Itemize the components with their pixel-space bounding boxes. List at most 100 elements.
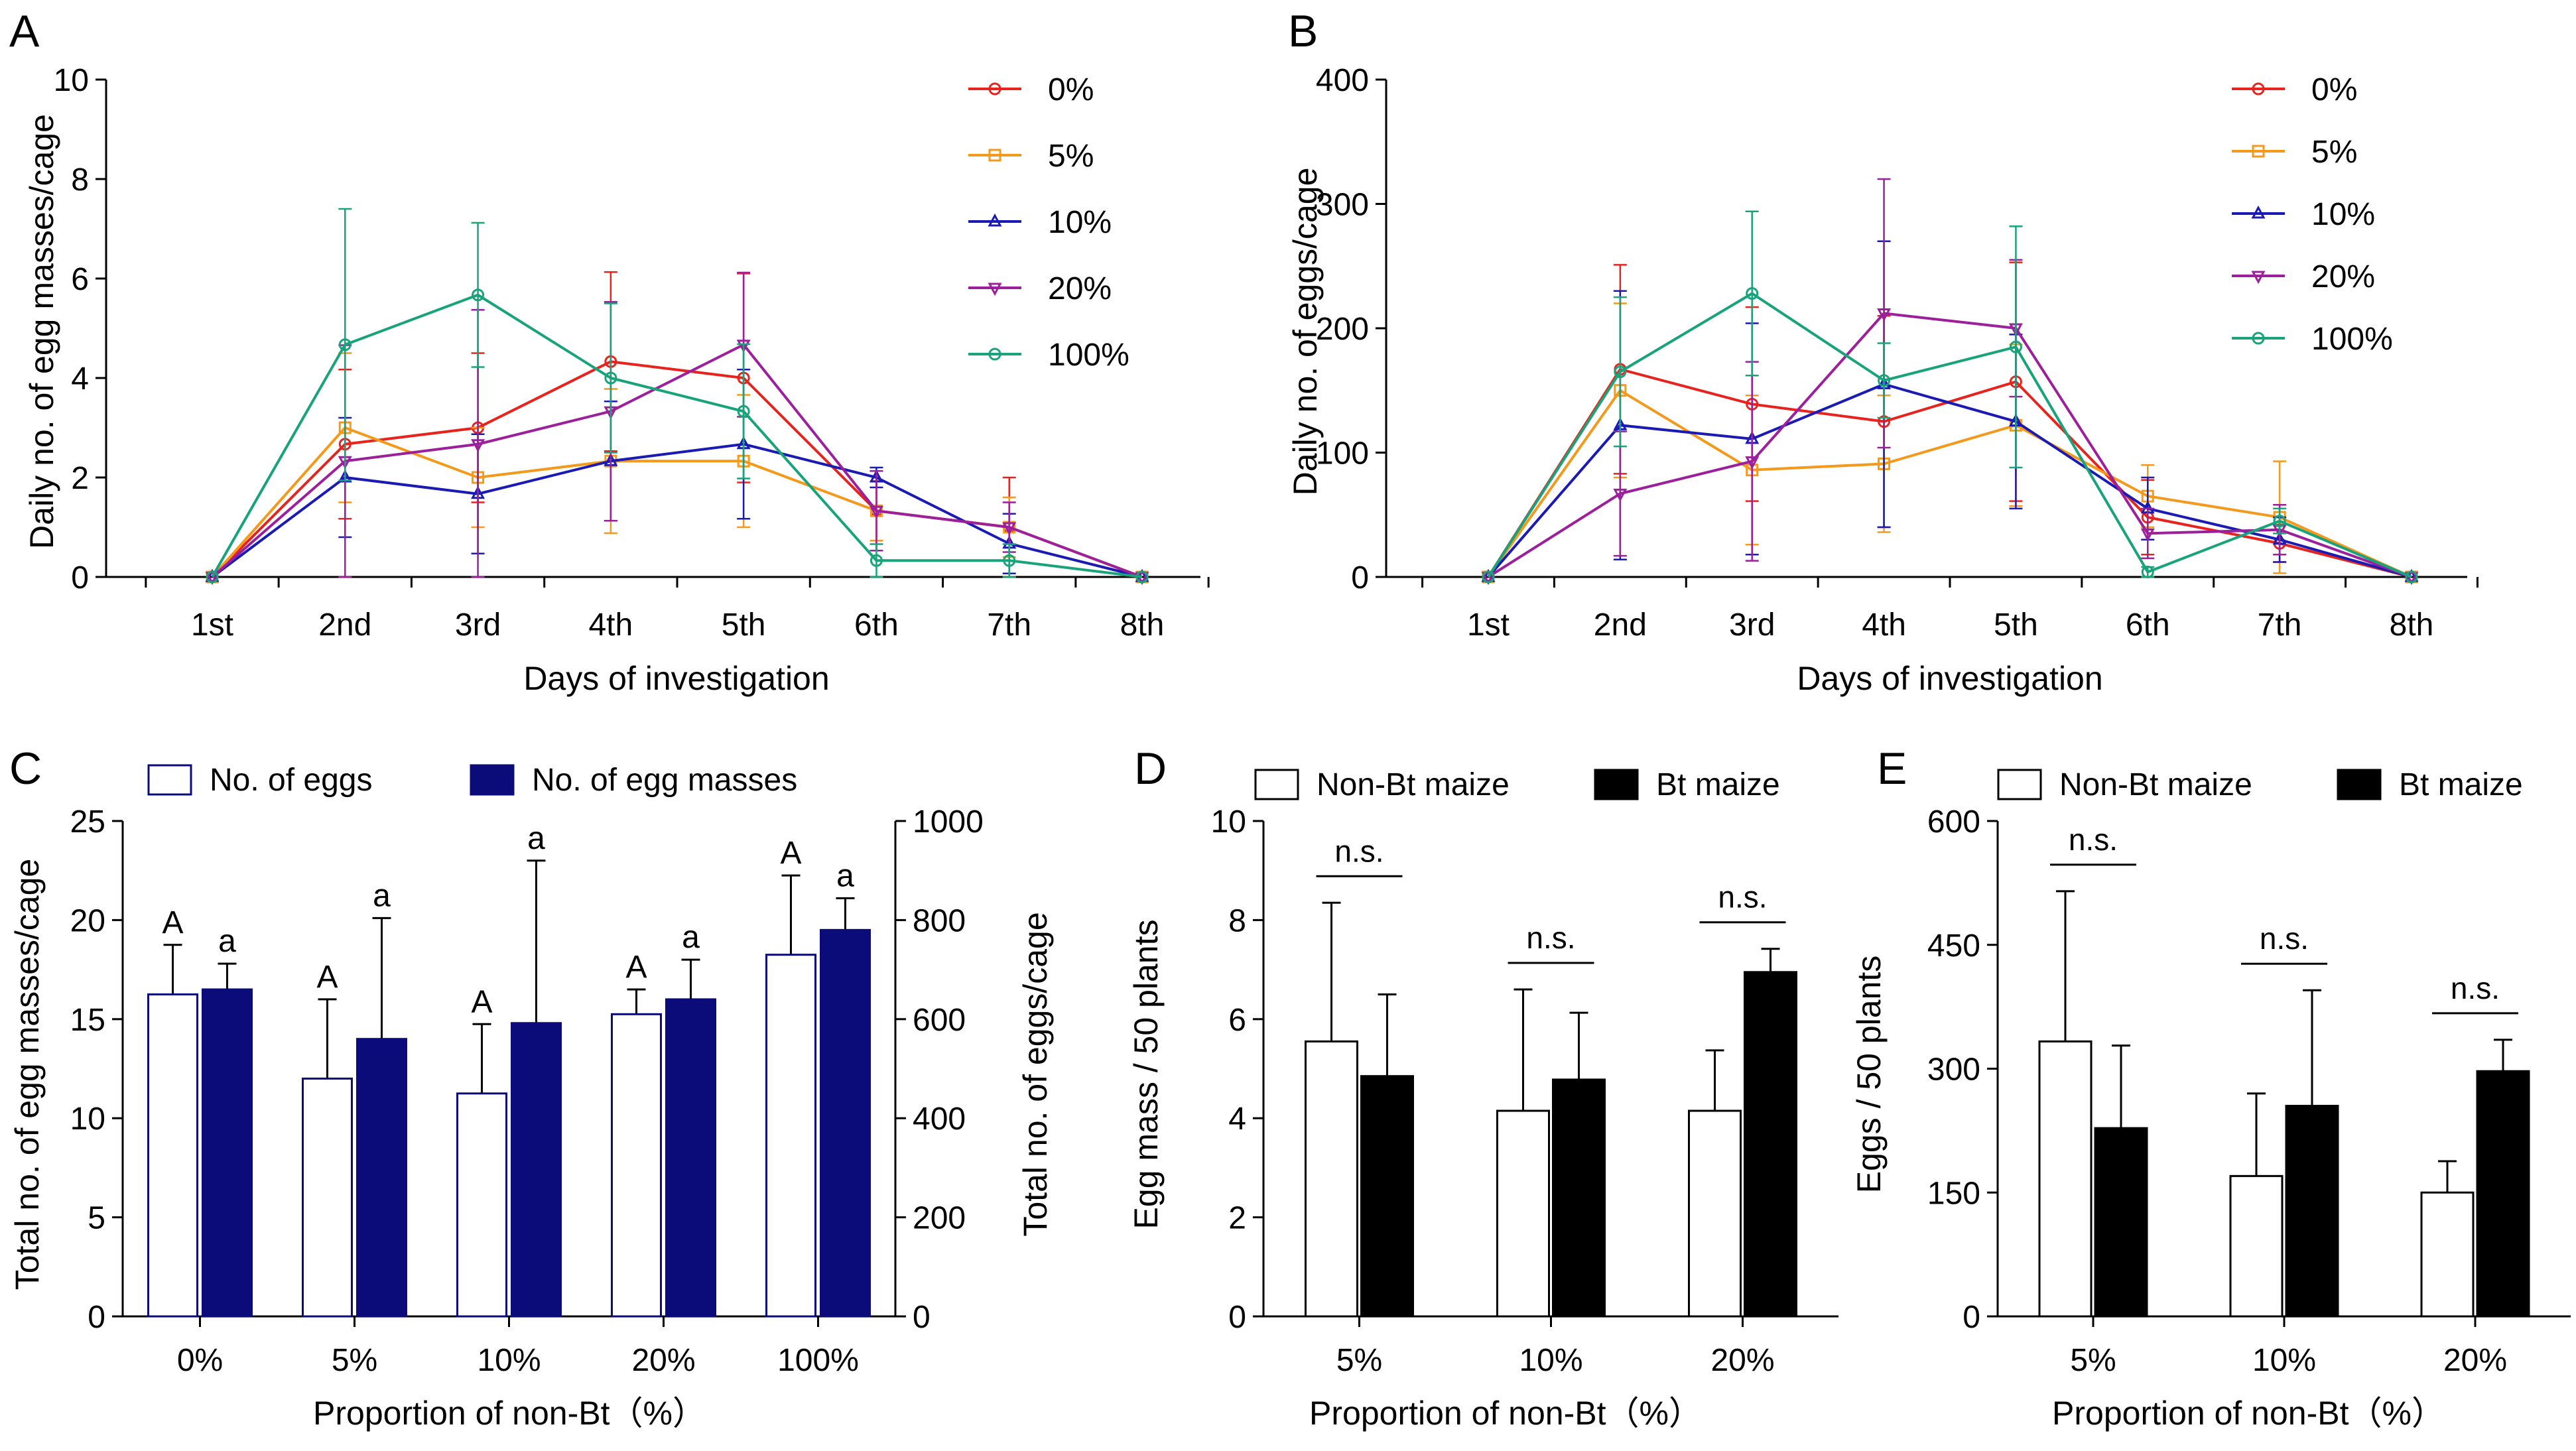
data-point	[205, 572, 220, 586]
legend-label: No. of egg masses	[532, 763, 797, 798]
data-point	[737, 405, 750, 418]
bar	[2038, 1040, 2093, 1318]
x-tick-label: 5%	[332, 1343, 377, 1378]
data-point	[1003, 554, 1016, 567]
series-line	[1487, 389, 2412, 578]
legend-swatch	[1254, 769, 1299, 800]
series-100pct	[1482, 210, 2418, 584]
y-tick-label: 25	[70, 804, 105, 840]
y-tick-label: 2	[1228, 1201, 1246, 1236]
data-point	[1877, 308, 1892, 322]
y-tick-label: 0	[1963, 1300, 1980, 1335]
right-y-tick-label: 1000	[913, 804, 984, 840]
y-tick-label: 4	[1228, 1102, 1246, 1137]
y-tick-label: 10	[1211, 804, 1246, 840]
x-tick-label: 2nd	[1594, 607, 1647, 643]
x-tick-label: 20%	[2443, 1343, 2507, 1378]
bar	[765, 954, 816, 1318]
legend-marker	[2252, 145, 2265, 158]
bar	[1305, 1040, 1358, 1318]
data-point	[1878, 374, 1891, 387]
significance-letter: a	[527, 821, 545, 856]
panel-b-y-axis-title: Daily no. of eggs/cage	[1287, 168, 1324, 496]
x-tick-label: 4th	[1862, 607, 1906, 643]
legend-swatch	[470, 764, 515, 796]
bar	[2229, 1174, 2284, 1318]
right-y-tick-label: 600	[913, 1003, 966, 1038]
panel-c-left-y-axis-title: Total no. of egg masses/cage	[9, 859, 46, 1290]
legend-label: Non-Bt maize	[2059, 767, 2252, 802]
x-tick-label: 5%	[1336, 1343, 1382, 1378]
legend-marker	[2252, 82, 2265, 95]
x-tick-label: 2nd	[318, 607, 371, 643]
legend-label: 10%	[1048, 205, 1112, 240]
data-point	[2273, 515, 2286, 528]
y-tick-label: 300	[1316, 188, 1369, 223]
y-tick-label: 150	[1927, 1176, 1980, 1211]
significance-letter: A	[625, 950, 647, 985]
data-point	[736, 340, 751, 353]
bar	[2476, 1070, 2530, 1318]
series-line	[211, 442, 1143, 578]
bar	[1552, 1078, 1606, 1318]
y-tick-label: 450	[1927, 928, 1980, 964]
significance-label: n.s.	[2451, 971, 2500, 1005]
series-line	[1487, 383, 2412, 578]
legend-marker	[2252, 332, 2265, 345]
significance-label: n.s.	[2069, 822, 2118, 857]
y-tick-label: 20	[70, 903, 105, 938]
significance-letter: A	[162, 905, 183, 940]
y-tick-label: 600	[1927, 804, 1980, 840]
significance-letter: a	[682, 920, 700, 955]
legend-label: 5%	[2311, 135, 2357, 170]
bar	[202, 988, 253, 1318]
right-y-tick-label: 800	[913, 903, 966, 938]
legend-swatch	[1997, 769, 2042, 800]
data-point	[869, 554, 883, 567]
x-tick-label: 1st	[1467, 607, 1510, 643]
x-tick-label: 5%	[2070, 1343, 2116, 1378]
panel-e-bar-chart: E Proportion of non-Bt（%） Eggs / 50 plan…	[1850, 743, 2571, 1432]
panel-c-x-axis-title: Proportion of non-Bt（%）	[313, 1395, 706, 1432]
bar	[2094, 1127, 2148, 1318]
right-y-tick-label: 200	[913, 1201, 966, 1236]
y-tick-label: 400	[1316, 63, 1369, 98]
legend-label: 5%	[1048, 139, 1094, 174]
data-point	[1613, 488, 1628, 502]
x-tick-label: 4th	[588, 607, 633, 643]
data-point	[869, 505, 883, 519]
legend-marker	[2251, 271, 2266, 284]
y-tick-label: 8	[1228, 903, 1246, 938]
significance-letter: a	[218, 924, 236, 959]
x-tick-label: 100%	[777, 1343, 859, 1378]
data-point	[1135, 570, 1149, 584]
legend-swatch	[1594, 769, 1639, 800]
x-tick-label: 6th	[854, 607, 899, 643]
bar	[302, 1077, 353, 1318]
y-tick-label: 100	[1316, 436, 1369, 472]
legend-label: 100%	[1048, 338, 1129, 373]
panel-a-line-chart: A Days of investigation Daily no. of egg…	[9, 6, 1210, 697]
panel-a-letter: A	[9, 6, 40, 56]
y-tick-label: 300	[1927, 1052, 1980, 1088]
data-point	[1614, 365, 1627, 379]
data-point	[2009, 340, 2022, 353]
x-tick-label: 20%	[1710, 1343, 1774, 1378]
panel-d-x-axis-title: Proportion of non-Bt（%）	[1309, 1395, 1702, 1432]
bar	[1744, 971, 1797, 1318]
significance-letter: a	[373, 878, 391, 913]
panel-c-right-y-axis-title: Total no. of eggs/cage	[1017, 912, 1054, 1236]
legend-marker	[2251, 205, 2266, 219]
panel-d-y-axis-title: Egg mass / 50 plants	[1127, 920, 1165, 1230]
x-tick-label: 3rd	[455, 607, 501, 643]
panel-d-letter: D	[1134, 743, 1167, 794]
panel-e-letter: E	[1877, 743, 1907, 794]
y-tick-label: 15	[70, 1003, 105, 1038]
y-tick-label: 200	[1316, 312, 1369, 347]
panel-a-y-axis-title: Daily no. of egg masses/cage	[23, 114, 60, 549]
significance-label: n.s.	[1718, 880, 1767, 915]
x-tick-label: 1st	[191, 607, 233, 643]
y-tick-label: 10	[54, 63, 89, 98]
series-line	[211, 426, 1143, 578]
series-10pct	[205, 369, 1149, 582]
